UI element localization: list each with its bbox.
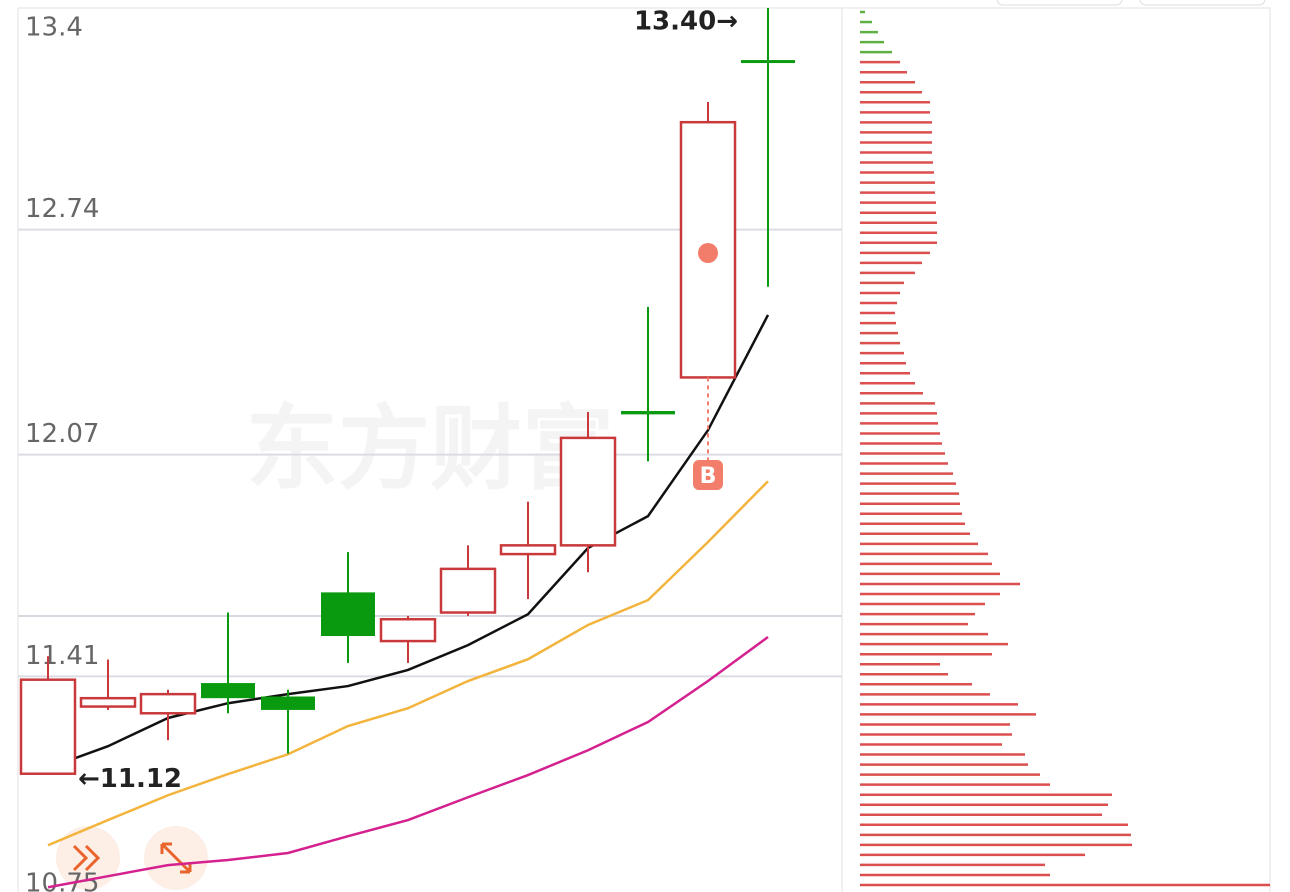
ma-line	[47, 480, 769, 847]
candle-body	[201, 683, 255, 699]
candle-body	[19, 678, 77, 775]
fullscreen-button[interactable]	[144, 826, 208, 890]
buy-dot	[698, 243, 718, 263]
candle-body	[499, 544, 557, 556]
candle-body	[741, 60, 795, 64]
buy-marker: B	[700, 464, 717, 489]
y-tick-label: 12.74	[25, 194, 99, 224]
candle-body	[621, 411, 675, 415]
y-tick-label: 12.07	[25, 419, 99, 449]
low-label: ←11.12	[78, 764, 182, 794]
ma-line	[47, 636, 769, 889]
candle-body	[79, 696, 137, 708]
icon	[160, 842, 192, 874]
candle-body	[139, 692, 197, 715]
y-tick-label: 10.75	[25, 869, 99, 892]
y-tick-label: 11.41	[25, 641, 99, 671]
candle-body	[559, 436, 617, 547]
high-label: 13.40→	[634, 7, 738, 37]
candle-body	[321, 592, 375, 637]
candle-body	[439, 567, 497, 614]
candle-body	[261, 696, 315, 710]
expand-button[interactable]	[56, 826, 120, 890]
watermark: 东方财富	[246, 395, 614, 502]
tab-button[interactable]	[996, 0, 1123, 6]
icon	[72, 844, 101, 872]
buy-badge	[693, 460, 723, 490]
candle-body	[379, 617, 437, 643]
tab-button[interactable]	[1139, 0, 1266, 6]
y-tick-label: 13.4	[25, 13, 83, 43]
